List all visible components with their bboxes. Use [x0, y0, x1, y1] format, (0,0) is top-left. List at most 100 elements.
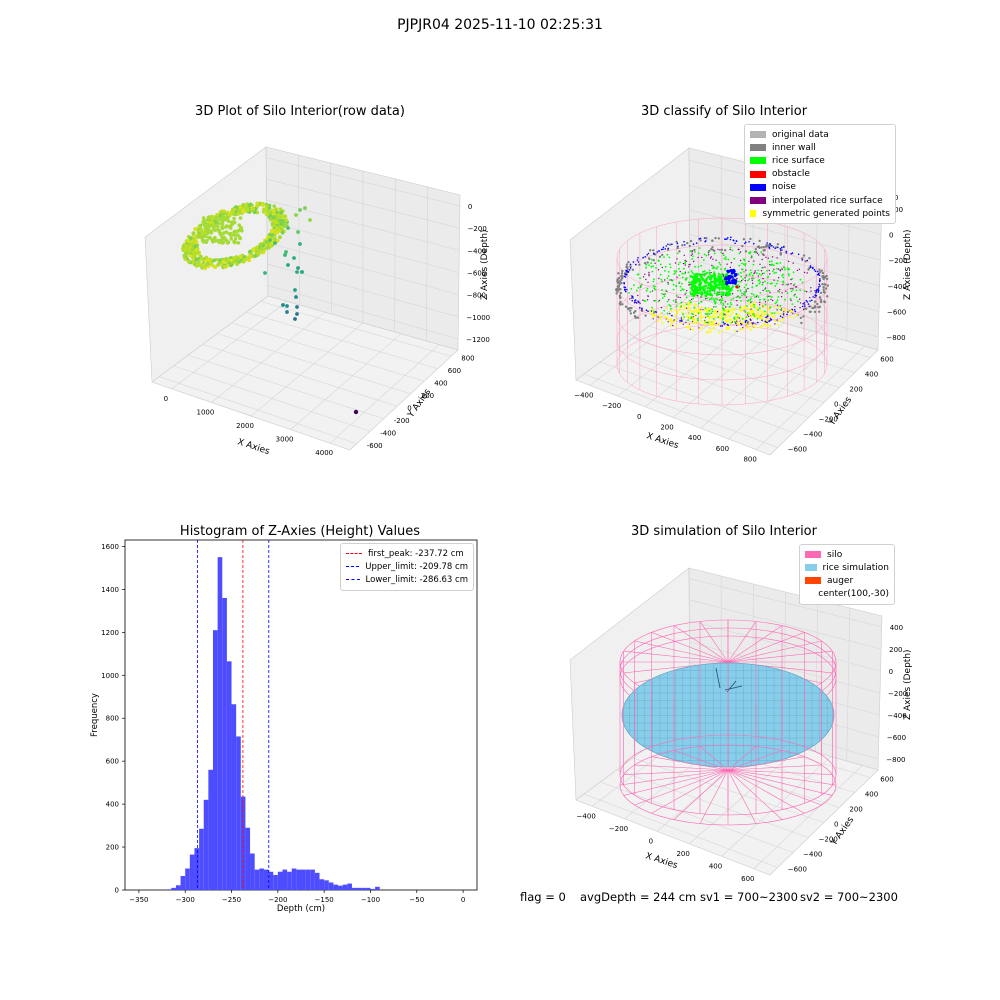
- rice-point: [690, 286, 693, 290]
- rice-point: [650, 265, 653, 268]
- symmetric-point: [734, 315, 737, 318]
- x-tick-label: −150: [315, 896, 334, 904]
- data-point: [275, 210, 280, 215]
- symmetric-point: [673, 314, 676, 317]
- rice-point: [713, 299, 716, 302]
- rice-point: [785, 283, 788, 286]
- rice-point: [722, 304, 725, 307]
- wall-point: [624, 305, 628, 308]
- rice-point: [700, 264, 702, 267]
- wall-point: [762, 245, 765, 249]
- rice-point: [764, 310, 766, 313]
- y-tick-label: 1400: [101, 586, 119, 594]
- legend-item-rice-surface: rice surface: [750, 154, 890, 167]
- x-tick-label: −400: [574, 391, 593, 399]
- interp-point: [762, 277, 764, 280]
- data-point: [244, 206, 248, 210]
- rice-point: [787, 269, 789, 271]
- interp-point: [637, 294, 639, 297]
- symmetric-point: [687, 323, 690, 326]
- rice-point: [722, 291, 725, 295]
- noise-point: [733, 282, 737, 285]
- noise-point: [819, 285, 821, 287]
- interp-point: [783, 311, 785, 313]
- symmetric-point: [711, 323, 714, 326]
- rice-point: [737, 273, 740, 276]
- y-tick-label: −600: [788, 446, 807, 454]
- noise-point: [644, 255, 646, 258]
- symmetric-point: [741, 328, 744, 331]
- rice-point: [793, 294, 795, 297]
- rice-point: [633, 284, 635, 287]
- symmetric-point: [708, 328, 711, 331]
- y-tick-label: 800: [461, 354, 474, 362]
- rice-point: [718, 286, 721, 290]
- rice-point: [698, 284, 702, 288]
- wall-point: [711, 246, 714, 249]
- interp-point: [657, 269, 660, 271]
- noise-point: [817, 288, 820, 290]
- data-point: [229, 258, 233, 263]
- symmetric-point: [687, 325, 690, 328]
- wall-point: [821, 283, 824, 286]
- rice-point: [756, 294, 758, 297]
- interp-point: [768, 269, 770, 272]
- x-tick-label: 600: [716, 445, 729, 453]
- data-point: [198, 229, 202, 233]
- symmetric-point: [761, 303, 764, 306]
- z-tick-label: −400: [888, 283, 907, 291]
- rice-point: [721, 321, 724, 324]
- rice-point: [721, 297, 723, 300]
- data-point: [267, 203, 272, 208]
- rice-point: [763, 298, 765, 301]
- noise-point: [650, 310, 653, 312]
- rice-point: [690, 317, 693, 320]
- data-point: [209, 229, 213, 234]
- noise-point: [818, 274, 821, 277]
- data-point: [267, 206, 272, 210]
- interp-point: [642, 276, 645, 278]
- rice-point: [675, 284, 677, 287]
- symmetric-point: [732, 319, 735, 322]
- y-tick-label: 600: [106, 758, 119, 766]
- wall-point: [823, 300, 826, 304]
- symmetric-point: [755, 326, 758, 329]
- interp-point: [747, 287, 749, 290]
- y-tick-label: -600: [367, 442, 383, 450]
- interp-point: [759, 301, 761, 303]
- x-tick-label: 2000: [236, 422, 254, 430]
- interp-point: [762, 289, 764, 292]
- silo-cone-line: [623, 769, 729, 796]
- symmetric-point: [726, 320, 729, 323]
- rice-point: [697, 252, 700, 255]
- rice-point: [753, 251, 756, 254]
- interp-point: [685, 307, 688, 309]
- rice-point: [723, 257, 726, 260]
- noise-point: [662, 246, 665, 249]
- rice-point: [713, 271, 716, 273]
- symmetric-point: [744, 307, 747, 310]
- interp-point: [736, 277, 738, 280]
- rice-point: [671, 279, 674, 282]
- rice-point: [752, 263, 755, 266]
- data-point: [284, 218, 289, 222]
- data-point: [281, 303, 285, 307]
- silo-spoke: [699, 621, 729, 663]
- interp-point: [776, 304, 779, 306]
- wall-point: [741, 244, 744, 248]
- interp-point: [634, 301, 636, 303]
- interp-point: [751, 323, 754, 325]
- data-point: [215, 213, 219, 217]
- interp-point: [689, 283, 691, 286]
- symmetric-point: [708, 331, 710, 334]
- wall-point: [616, 290, 619, 293]
- rice-point: [667, 271, 670, 273]
- rice-point: [728, 287, 731, 291]
- y-tick-label: 600: [880, 776, 893, 784]
- symmetric-point: [688, 327, 691, 330]
- silo-cone-line: [699, 769, 729, 824]
- symmetric-point: [686, 315, 689, 318]
- rice-point: [793, 283, 796, 286]
- symmetric-point: [727, 314, 730, 317]
- panel1-axes: 0 1000 2000 3000 4000 -600 -400 -200 0 2004006008…: [144, 146, 490, 457]
